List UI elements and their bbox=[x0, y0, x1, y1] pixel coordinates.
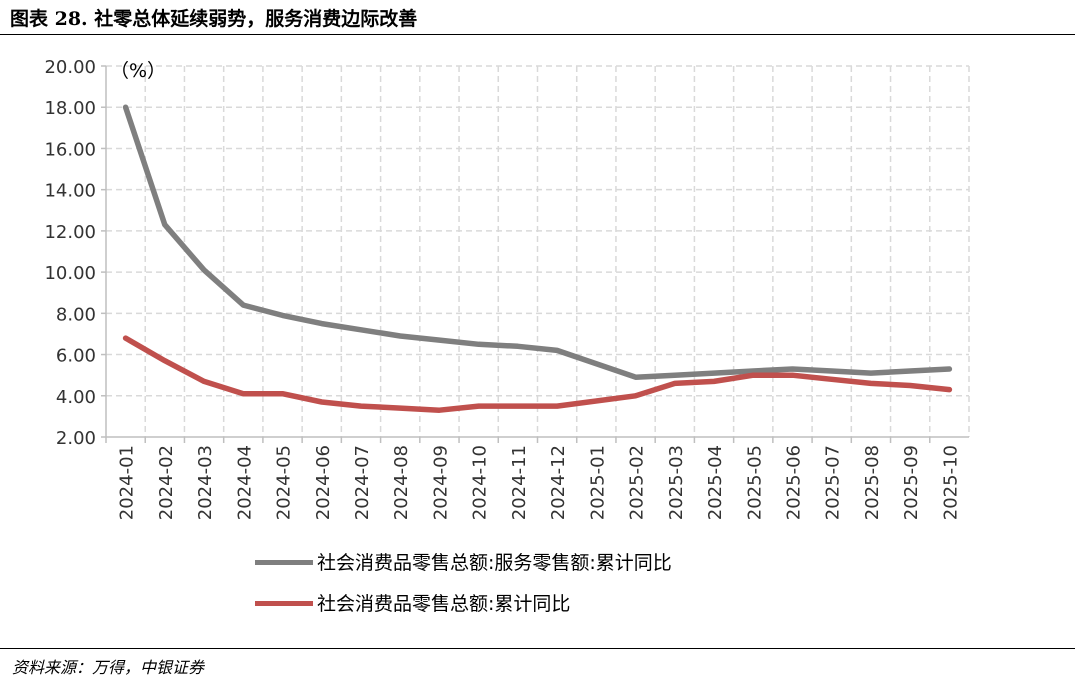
x-tick-label: 2024-04 bbox=[234, 445, 255, 520]
y-tick-label: 20.00 bbox=[44, 57, 96, 78]
y-tick-label: 6.00 bbox=[56, 346, 96, 367]
legend-label-total: 社会消费品零售总额:累计同比 bbox=[317, 593, 571, 615]
title-rule bbox=[0, 34, 1075, 35]
gridlines bbox=[106, 65, 970, 437]
x-tick-label: 2025-04 bbox=[705, 445, 726, 520]
x-tick-label: 2024-01 bbox=[117, 445, 138, 520]
x-tick-label: 2025-09 bbox=[901, 445, 922, 520]
x-tick-label: 2025-05 bbox=[744, 445, 765, 520]
x-tick-label: 2025-10 bbox=[940, 445, 961, 520]
y-tick-label: 12.00 bbox=[44, 222, 96, 243]
x-tick-label: 2024-11 bbox=[509, 445, 530, 520]
legend-swatch-services bbox=[255, 560, 313, 565]
y-tick-label: 18.00 bbox=[44, 98, 96, 119]
x-tick-label: 2025-06 bbox=[783, 445, 804, 520]
x-tick-label: 2024-10 bbox=[470, 445, 491, 520]
x-tick-label: 2024-05 bbox=[274, 445, 295, 520]
x-tick-labels: 2024-01 2024-02 2024-03 2024-04 2024-05 2024-… bbox=[117, 445, 962, 520]
series-lines bbox=[122, 104, 953, 413]
series-line-total bbox=[122, 335, 953, 413]
axes bbox=[101, 65, 969, 443]
y-tick-label: 8.00 bbox=[56, 304, 96, 325]
x-tick-label: 2025-08 bbox=[862, 445, 883, 520]
legend-item-services: 社会消费品零售总额:服务零售额:累计同比 bbox=[255, 549, 1055, 577]
y-tick-label: 10.00 bbox=[44, 263, 96, 284]
y-axis-unit-label: （%） bbox=[110, 60, 166, 82]
source-note: 资料来源：万得，中银证券 bbox=[12, 658, 205, 677]
x-tick-label: 2025-02 bbox=[627, 445, 648, 520]
y-tick-label: 14.00 bbox=[44, 181, 96, 202]
x-tick-label: 2024-06 bbox=[313, 445, 334, 520]
x-tick-label: 2024-07 bbox=[352, 445, 373, 520]
y-tick-label: 2.00 bbox=[56, 428, 96, 449]
y-tick-labels: 20.00 18.00 16.00 14.00 12.00 10.00 8.00 6.00 4.… bbox=[44, 57, 96, 449]
legend-swatch-total bbox=[255, 601, 313, 606]
series-line-services bbox=[122, 104, 953, 380]
x-tick-label: 2025-07 bbox=[823, 445, 844, 520]
line-chart: （%） 20.00 18.00 16.00 14.00 12.00 10.00 8.00 6.… bbox=[44, 57, 970, 520]
x-tick-label: 2024-12 bbox=[548, 445, 569, 520]
x-tick-label: 2024-08 bbox=[391, 445, 412, 520]
legend-label-services: 社会消费品零售总额:服务零售额:累计同比 bbox=[317, 552, 672, 574]
figure-title: 图表 28. 社零总体延续弱势，服务消费边际改善 bbox=[10, 8, 418, 30]
x-tick-label: 2025-03 bbox=[666, 445, 687, 520]
x-tick-label: 2024-03 bbox=[195, 445, 216, 520]
y-tick-label: 4.00 bbox=[56, 387, 96, 408]
source-rule bbox=[0, 648, 1075, 649]
y-tick-label: 16.00 bbox=[44, 139, 96, 160]
legend-item-total: 社会消费品零售总额:累计同比 bbox=[255, 590, 1055, 618]
x-tick-label: 2025-01 bbox=[587, 445, 608, 520]
x-tick-label: 2024-09 bbox=[430, 445, 451, 520]
x-tick-label: 2024-02 bbox=[156, 445, 177, 520]
